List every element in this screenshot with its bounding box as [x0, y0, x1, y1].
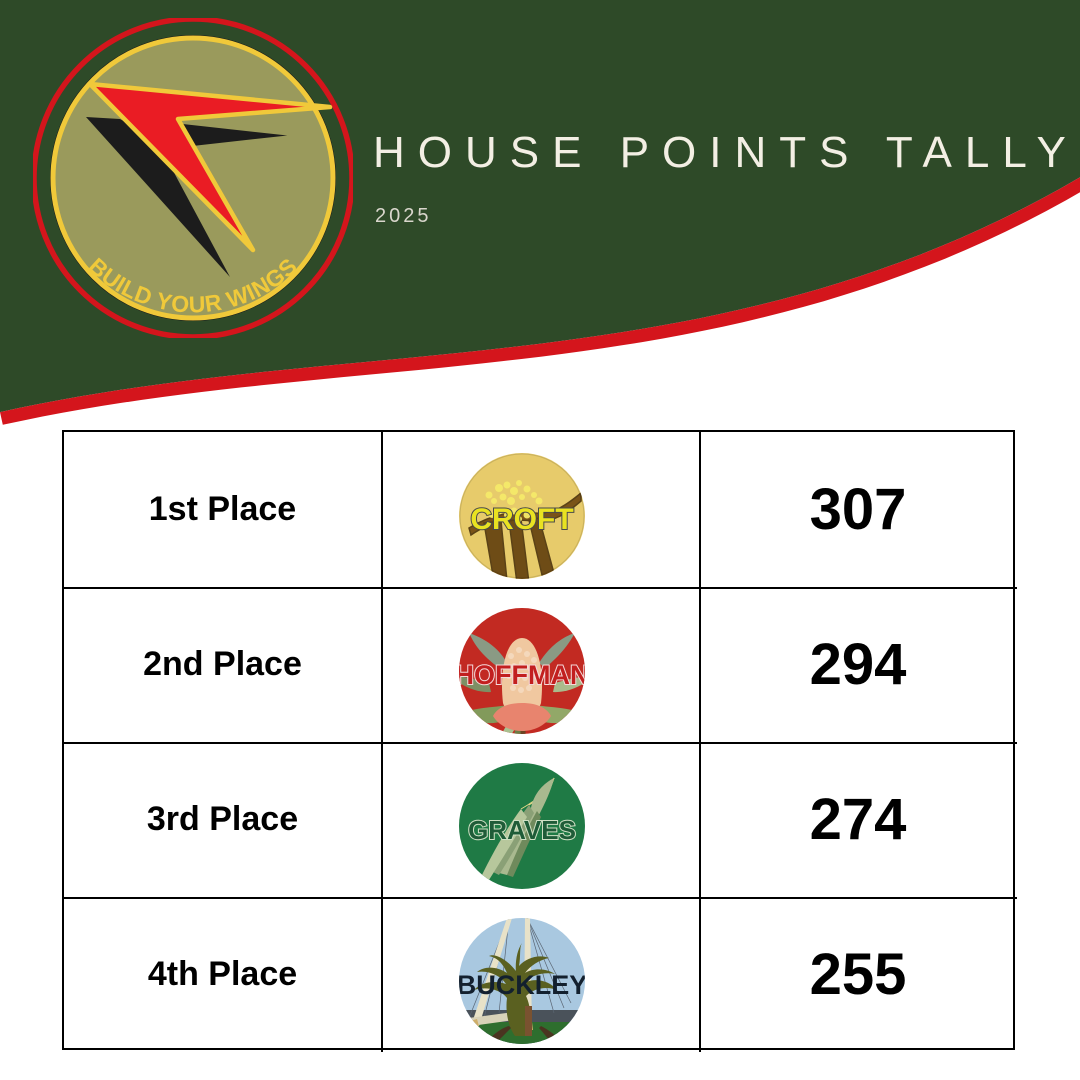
svg-text:BUCKLEY: BUCKLEY — [459, 970, 585, 1000]
svg-text:CROFT: CROFT — [470, 503, 573, 536]
svg-text:HOFFMAN: HOFFMAN — [459, 660, 585, 690]
svg-text:GRAVES: GRAVES — [468, 815, 576, 845]
